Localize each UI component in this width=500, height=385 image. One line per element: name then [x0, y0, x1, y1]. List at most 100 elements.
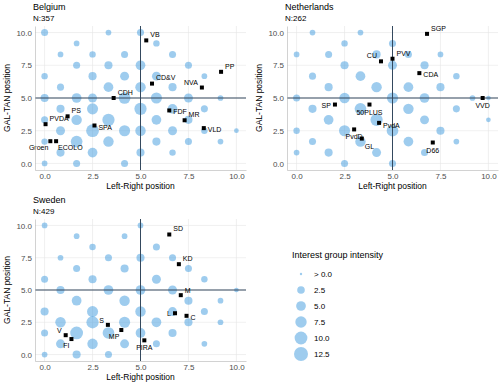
interest-group-bubble: [168, 83, 176, 91]
legend-label: 10.0: [314, 334, 330, 343]
interest-group-bubble: [436, 83, 444, 91]
interest-group-bubble: [87, 339, 97, 349]
interest-group-bubble: [89, 51, 95, 57]
interest-group-bubble: [436, 127, 444, 135]
interest-group-bubble: [185, 62, 192, 69]
party-label: VB: [150, 31, 160, 38]
grid-line: [287, 98, 498, 99]
party-marker: [54, 139, 58, 143]
interest-group-bubble: [41, 329, 48, 336]
party-marker: [185, 314, 189, 318]
tick-label: 2.5: [21, 318, 33, 327]
interest-group-bubble: [86, 124, 99, 137]
interest-group-bubble: [57, 84, 64, 91]
party-marker: [417, 71, 421, 75]
tick: 2.5: [87, 170, 99, 181]
tick-label: 2.5: [339, 172, 351, 181]
interest-group-bubble: [121, 264, 129, 272]
interest-group-bubble: [89, 244, 95, 250]
party-labels: SDKDMLCSMPVFIPIRA: [57, 225, 196, 351]
interest-group-bubble: [73, 62, 80, 69]
interest-group-bubble: [89, 275, 97, 283]
tick-label: 10.0: [229, 172, 245, 181]
party-label: PS: [72, 107, 82, 114]
party-labels: SGPPVVCUCDAVVDSP50PLUSPvdAPvdDGLD66: [322, 25, 490, 154]
party-label: V: [57, 327, 62, 334]
party-label: SP: [322, 102, 332, 109]
interest-group-bubble: [325, 51, 332, 58]
interest-group-bubble: [121, 160, 128, 167]
reference-line: [287, 98, 498, 99]
interest-group-bubble: [153, 243, 160, 250]
plot-area: [287, 26, 498, 170]
tick: 0.0: [40, 361, 52, 372]
party-marker: [177, 262, 181, 266]
grid: [35, 219, 246, 361]
tick: 0.0: [40, 170, 52, 181]
party-marker: [352, 127, 356, 131]
party-marker: [202, 126, 206, 130]
legend-symbol: [300, 273, 302, 275]
party-label: CU: [367, 52, 377, 59]
party-marker: [377, 121, 381, 125]
x-axis: 0.02.55.07.510.0: [36, 361, 247, 372]
interest-group-bubble: [104, 61, 112, 69]
party-marker: [167, 108, 171, 112]
interest-group-bubble: [119, 317, 130, 328]
interest-group-bubble: [106, 30, 112, 36]
interest-group-bubble: [341, 160, 348, 167]
party-marker: [200, 86, 204, 90]
tick-label: 5.0: [135, 172, 147, 181]
party-label: KD: [183, 255, 193, 262]
tick-label: 5.0: [21, 94, 33, 103]
interest-group-bubble: [72, 296, 82, 306]
interest-group-bubble: [73, 160, 80, 167]
interest-group-bubble: [56, 126, 65, 135]
interest-group-bubble: [371, 82, 381, 92]
tick-label: 7.5: [273, 61, 285, 70]
party-marker: [333, 103, 337, 107]
legend-label: 7.5: [314, 318, 326, 327]
party-marker: [425, 32, 429, 36]
tick-label: 7.5: [435, 172, 447, 181]
panel-title: Sweden: [33, 195, 66, 205]
tick-label: 0.0: [21, 160, 33, 169]
party-label: GL: [365, 143, 374, 150]
y-axis: 0.02.55.07.510.0: [16, 220, 35, 362]
tick: 10.0: [16, 29, 35, 38]
interest-group-bubble: [168, 126, 177, 135]
interest-group-bubble: [202, 73, 208, 79]
interest-group-bubble: [294, 150, 300, 156]
interest-group-bubble: [309, 138, 316, 145]
interest-group-bubble: [341, 40, 347, 46]
tick-label: 0.0: [292, 172, 304, 181]
interest-group-bubble: [73, 265, 80, 272]
parties: [44, 38, 224, 143]
tick-label: 5.0: [387, 172, 399, 181]
interest-group-bubble: [169, 51, 176, 58]
tick: 10.0: [229, 361, 245, 372]
party-label: MR: [189, 111, 200, 118]
legend-label: 12.5: [314, 350, 330, 359]
party-marker: [142, 338, 146, 342]
interest-group-bubble: [153, 40, 159, 46]
parties: [333, 32, 485, 145]
interest-group-bubble: [42, 352, 48, 358]
interest-group-bubble: [404, 137, 414, 147]
interest-group-bubble: [119, 125, 130, 136]
party-marker: [391, 57, 395, 61]
tick-label: 5.0: [21, 286, 33, 295]
party-marker: [173, 311, 177, 315]
interest-group-bubble: [325, 149, 333, 157]
interest-group-bubble: [356, 71, 366, 81]
y-axis-title: GAL-TAN position: [2, 64, 12, 132]
reference-line: [35, 98, 246, 99]
legend-symbol: [295, 332, 308, 345]
interest-group-bubble: [358, 30, 364, 36]
party-label: CDH: [118, 89, 133, 96]
panel-title: Netherlands: [285, 2, 334, 12]
party-marker: [179, 293, 183, 297]
y-axis: 0.02.55.07.510.0: [268, 27, 287, 171]
tick-label: 2.5: [87, 363, 99, 372]
tick-label: 0.0: [21, 351, 33, 360]
